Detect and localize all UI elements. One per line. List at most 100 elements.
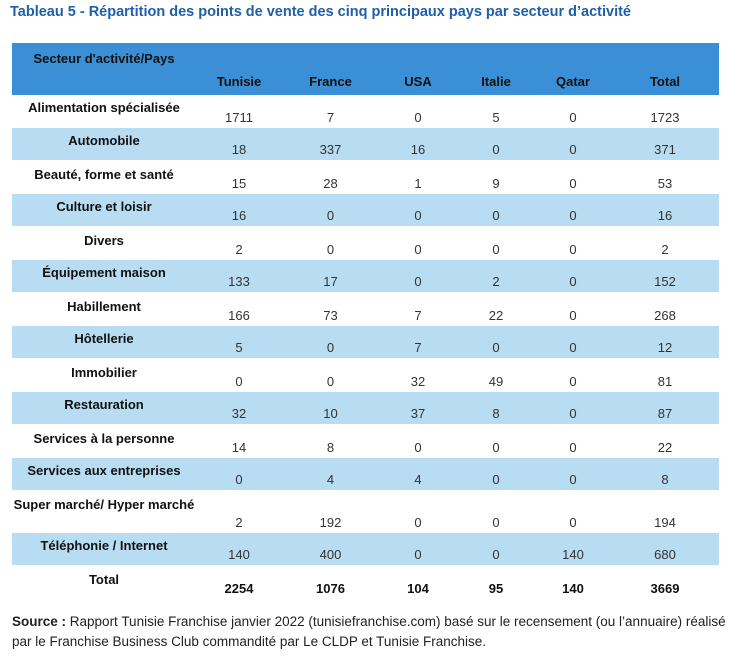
column-header-france: France	[309, 74, 352, 89]
value-cell: 9	[492, 176, 500, 191]
value-cell: 87	[611, 392, 719, 426]
table-row: Divers 2 0 0 0 0 2	[12, 227, 719, 260]
value-cell: 0	[379, 194, 457, 228]
total-value-cell: 95	[488, 581, 504, 596]
value-cell: 0	[569, 242, 577, 257]
value-cell: 0	[535, 392, 611, 426]
column-header-total: Total	[649, 74, 681, 89]
sector-cell: Super marché/ Hyper marché	[13, 497, 195, 512]
value-cell: 5	[196, 326, 282, 360]
value-cell: 680	[611, 533, 719, 567]
value-cell: 53	[657, 176, 673, 191]
value-cell: 28	[323, 176, 338, 191]
value-cell: 2	[235, 242, 243, 257]
value-cell: 0	[535, 260, 611, 294]
value-cell: 0	[569, 374, 577, 389]
value-cell: 0	[414, 440, 422, 455]
value-cell: 0	[569, 110, 577, 125]
value-cell: 0	[492, 515, 500, 530]
value-cell: 0	[535, 326, 611, 360]
table-row: Super marché/ Hyper marché 2 192 0 0 0 194	[12, 491, 719, 533]
value-cell: 49	[488, 374, 504, 389]
sector-cell: Habillement	[67, 299, 141, 314]
value-cell: 7	[326, 110, 335, 125]
source-label: Source :	[12, 614, 67, 629]
value-cell: 0	[535, 194, 611, 228]
sector-cell: Hôtellerie	[12, 326, 196, 360]
sector-cell: Équipement maison	[12, 260, 196, 294]
value-cell: 12	[611, 326, 719, 360]
value-cell: 0	[492, 440, 500, 455]
table-title: Tableau 5 - Répartition des points de ve…	[10, 4, 631, 20]
table-row: Téléphonie / Internet 140 400 0 0 140 680	[12, 533, 719, 567]
sector-cell: Automobile	[12, 128, 196, 162]
value-cell: 0	[282, 326, 379, 360]
data-table: Secteur d'activité/Pays Tunisie France U…	[12, 43, 719, 599]
total-value-cell: 1076	[316, 581, 345, 596]
value-cell: 194	[654, 515, 676, 530]
value-cell: 2	[235, 515, 243, 530]
value-cell: 192	[319, 515, 342, 530]
value-cell: 0	[379, 533, 457, 567]
value-cell: 140	[196, 533, 282, 567]
sector-cell: Restauration	[12, 392, 196, 426]
value-cell: 32	[196, 392, 282, 426]
column-header-sector: Secteur d'activité/Pays	[33, 51, 175, 66]
value-cell: 5	[492, 110, 500, 125]
sector-cell: Culture et loisir	[12, 194, 196, 228]
table-row: Hôtellerie 5 0 7 0 0 12	[12, 326, 719, 360]
value-cell: 1711	[225, 110, 253, 125]
column-header-usa: USA	[404, 74, 432, 89]
table-row: Automobile 18 337 16 0 0 371	[12, 128, 719, 162]
value-cell: 0	[326, 374, 335, 389]
total-label: Total	[88, 572, 120, 587]
value-cell: 0	[379, 260, 457, 294]
sector-cell: Divers	[84, 233, 124, 248]
table-row: Services aux entreprises 0 4 4 0 0 8	[12, 458, 719, 492]
column-header-tunisie: Tunisie	[216, 74, 262, 89]
value-cell: 4	[282, 458, 379, 492]
sector-cell: Beauté, forme et santé	[34, 167, 174, 182]
value-cell: 81	[657, 374, 673, 389]
value-cell: 133	[196, 260, 282, 294]
value-cell: 2	[457, 260, 535, 294]
table-row: Beauté, forme et santé 15 28 1 9 0 53	[12, 161, 719, 194]
value-cell: 8	[611, 458, 719, 492]
value-cell: 1	[414, 176, 422, 191]
value-cell: 10	[282, 392, 379, 426]
source-text: Rapport Tunisie Franchise janvier 2022 (…	[12, 614, 726, 649]
header-row: Secteur d'activité/Pays Tunisie France U…	[12, 43, 719, 95]
table-row: Équipement maison 133 17 0 2 0 152	[12, 260, 719, 294]
table-row: Alimentation spécialisée 1711 7 0 5 0 1723	[12, 95, 719, 128]
value-cell: 1723	[650, 110, 680, 125]
value-cell: 0	[535, 128, 611, 162]
table-row: Services à la personne 14 8 0 0 0 22	[12, 425, 719, 458]
value-cell: 0	[235, 374, 243, 389]
value-cell: 73	[323, 308, 338, 323]
value-cell: 4	[379, 458, 457, 492]
value-cell: 0	[282, 194, 379, 228]
value-cell: 400	[282, 533, 379, 567]
value-cell: 0	[196, 458, 282, 492]
value-cell: 0	[457, 194, 535, 228]
value-cell: 140	[535, 533, 611, 567]
value-cell: 0	[414, 515, 422, 530]
value-cell: 2	[661, 242, 669, 257]
value-cell: 0	[414, 242, 422, 257]
value-cell: 268	[654, 308, 676, 323]
sector-cell: Téléphonie / Internet	[12, 533, 196, 567]
value-cell: 0	[457, 128, 535, 162]
value-cell: 8	[457, 392, 535, 426]
value-cell: 0	[569, 308, 577, 323]
value-cell: 0	[457, 533, 535, 567]
sector-cell: Services à la personne	[33, 431, 175, 446]
value-cell: 16	[196, 194, 282, 228]
column-header-italie: Italie	[481, 74, 511, 89]
value-cell: 8	[326, 440, 335, 455]
table-row: Habillement 166 73 7 22 0 268	[12, 293, 719, 326]
value-cell: 0	[535, 458, 611, 492]
value-cell: 0	[569, 176, 577, 191]
value-cell: 7	[379, 326, 457, 360]
value-cell: 37	[379, 392, 457, 426]
value-cell: 32	[410, 374, 426, 389]
